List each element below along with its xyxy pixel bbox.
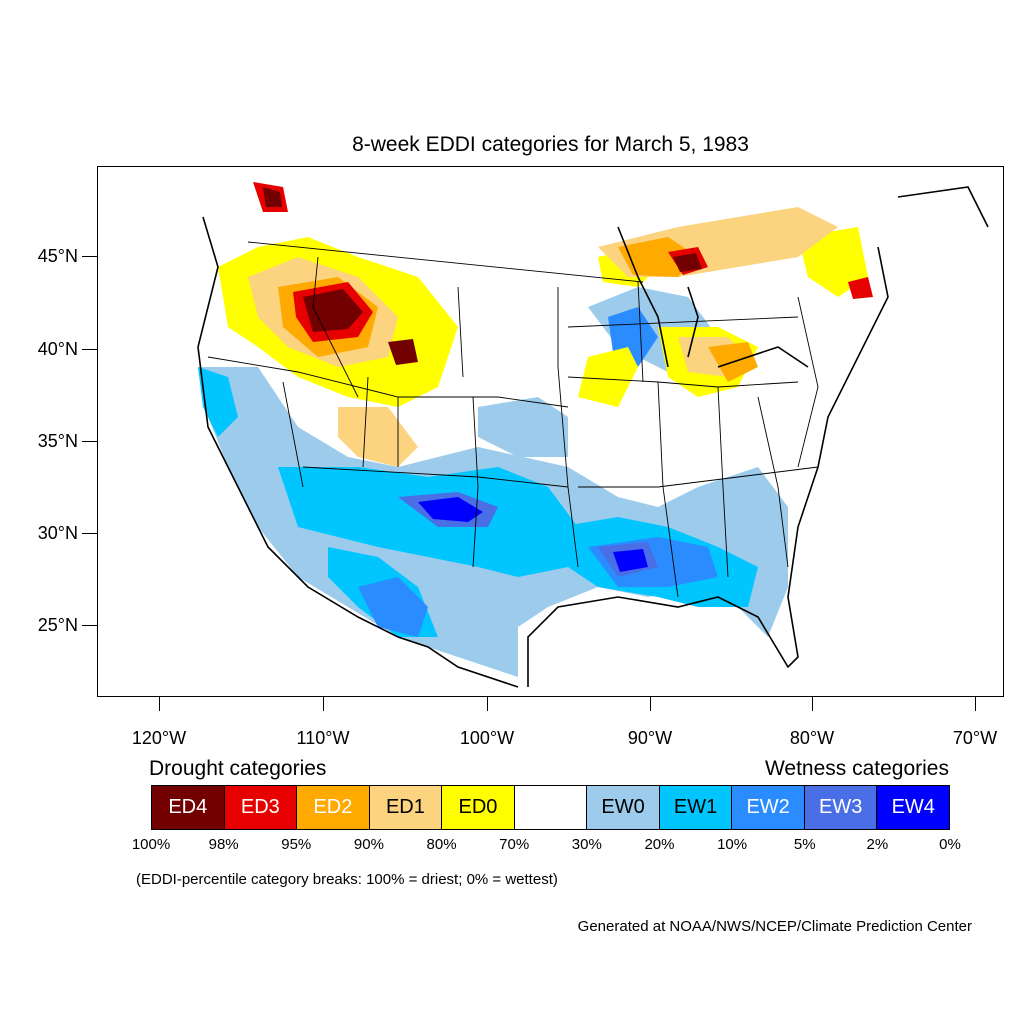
legend-cell-ed1: ED1: [369, 786, 443, 829]
lon-tick: [487, 697, 488, 711]
percentile-label: 10%: [717, 836, 748, 853]
eddi-map: [197, 182, 989, 688]
legend-cell-ed3: ED3: [224, 786, 298, 829]
percentile-label: 30%: [571, 836, 602, 853]
percentile-label: 20%: [644, 836, 675, 853]
ed4-areas: [263, 187, 702, 365]
lat-tick: [82, 441, 97, 442]
lon-label-80w: 80°W: [789, 728, 835, 748]
map-title: 8-week EDDI categories for March 5, 1983: [352, 133, 749, 156]
lon-label-110w: 110°W: [296, 728, 350, 748]
percentile-label: 80%: [426, 836, 457, 853]
legend-cell-ew2: EW2: [732, 786, 805, 829]
lon-tick: [812, 697, 813, 711]
lon-label-120w: 120°W: [131, 728, 187, 748]
percentile-label: 2%: [866, 836, 889, 853]
lon-tick: [159, 697, 160, 711]
percentile-label: 98%: [208, 836, 239, 853]
lon-label-70w: 70°W: [952, 728, 998, 748]
category-legend: ED4 ED3 ED2 ED1 ED0 EW0 EW1 EW2 EW3 EW4: [151, 785, 950, 830]
percentile-label: 90%: [353, 836, 384, 853]
legend-cell-ed2: ED2: [297, 786, 370, 829]
lon-label-100w: 100°W: [459, 728, 515, 748]
lon-label-90w: 90°W: [627, 728, 673, 748]
ew4-areas: [418, 497, 648, 572]
legend-cell-ew1: EW1: [659, 786, 733, 829]
percentile-label: 100%: [131, 836, 171, 853]
legend-cell-ed4: ED4: [152, 786, 225, 829]
state-boundaries: [207, 241, 819, 598]
lon-tick: [975, 697, 976, 711]
wetness-categories-header: Wetness categories: [764, 757, 949, 780]
coastlines: [197, 186, 989, 688]
lat-tick: [82, 256, 97, 257]
lat-tick: [82, 625, 97, 626]
legend-cell-ew3: EW3: [804, 786, 878, 829]
drought-categories-header: Drought categories: [149, 757, 327, 780]
category-breaks-note: (EDDI-percentile category breaks: 100% =…: [136, 871, 558, 888]
percentile-label: 5%: [793, 836, 816, 853]
legend-cell-ed0: ED0: [442, 786, 515, 829]
percentile-label: 95%: [281, 836, 312, 853]
credit-line: Generated at NOAA/NWS/NCEP/Climate Predi…: [577, 918, 972, 935]
lat-label-30n: 30°N: [37, 523, 78, 543]
legend-cell-neutral: [514, 786, 588, 829]
legend-cell-ew4: EW4: [877, 786, 950, 829]
percentile-label: 0%: [939, 836, 961, 853]
map-frame: [97, 166, 1004, 697]
legend-cell-ew0: EW0: [587, 786, 660, 829]
lon-tick: [323, 697, 324, 711]
lat-tick: [82, 533, 97, 534]
lat-label-35n: 35°N: [37, 431, 78, 451]
lon-tick: [650, 697, 651, 711]
percentile-label: 70%: [499, 836, 530, 853]
lat-label-25n: 25°N: [37, 615, 78, 635]
lat-tick: [82, 349, 97, 350]
lat-label-45n: 45°N: [37, 246, 78, 266]
lat-label-40n: 40°N: [37, 339, 78, 359]
